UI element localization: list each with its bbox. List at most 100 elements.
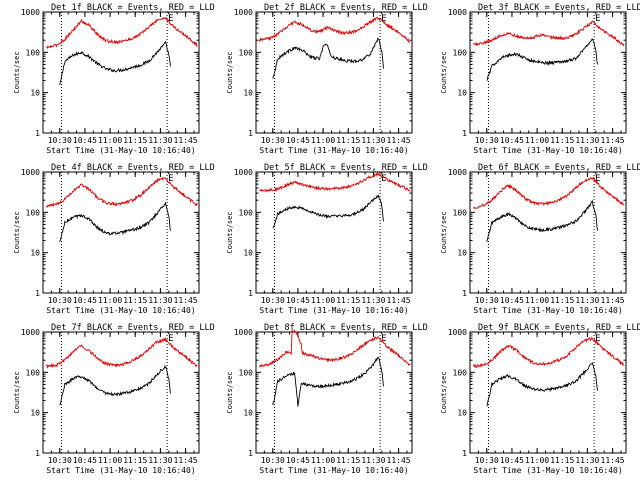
y-axis-label: Counts/sec (226, 371, 234, 413)
plot-frame (42, 171, 200, 294)
x-axis-label: Start Time (31-May-10 10:16:40) (473, 466, 622, 475)
y-axis-label: Counts/sec (226, 211, 234, 253)
x-tick-label: 11:00 (98, 136, 122, 145)
y-tick-label: 100 (453, 48, 468, 57)
y-tick-label: 1 (462, 289, 467, 298)
x-tick-label: 10:45 (286, 136, 310, 145)
x-tick-label: 11:15 (550, 296, 574, 305)
x-tick-label: 11:00 (525, 136, 549, 145)
x-tick-label: 11:15 (550, 456, 574, 465)
series-events-line (486, 200, 598, 242)
marker-label: E (595, 334, 600, 344)
x-tick-label: 10:30 (48, 296, 72, 305)
x-axis-label: Start Time (31-May-10 10:16:40) (259, 466, 408, 475)
series-events-line (486, 361, 598, 407)
x-tick-label: 11:15 (336, 136, 360, 145)
x-tick-label: 11:00 (525, 456, 549, 465)
x-tick-label: 11:15 (123, 296, 147, 305)
y-tick-label: 10 (457, 409, 467, 418)
x-axis-label: Start Time (31-May-10 10:16:40) (473, 146, 622, 155)
x-axis-label: Start Time (31-May-10 10:16:40) (259, 146, 408, 155)
series-events-line (272, 37, 384, 79)
x-tick-label: 11:45 (174, 136, 198, 145)
y-tick-label: 100 (26, 208, 41, 217)
series-events-line (272, 194, 384, 229)
y-tick-label: 100 (239, 48, 254, 57)
x-tick-label: 10:30 (48, 456, 72, 465)
x-tick-label: 11:30 (575, 456, 599, 465)
plot-frame (255, 331, 413, 454)
y-tick-label: 1000 (21, 168, 40, 177)
x-tick-label: 11:00 (98, 456, 122, 465)
x-axis-label: Start Time (31-May-10 10:16:40) (46, 306, 195, 315)
x-tick-label: 11:15 (123, 456, 147, 465)
panel-det-2: Det 2f BLACK = Events, RED = LLD 1 10 100 10… (226, 3, 428, 155)
y-axis-label: Counts/sec (13, 371, 21, 413)
y-tick-label: 1000 (448, 328, 467, 337)
x-tick-label: 11:45 (387, 136, 411, 145)
y-tick-label: 1 (462, 129, 467, 138)
x-tick-label: 11:15 (336, 456, 360, 465)
y-tick-label: 10 (243, 249, 253, 258)
y-tick-label: 1 (248, 449, 253, 458)
x-tick-label: 11:15 (336, 296, 360, 305)
y-axis-label: Counts/sec (440, 371, 448, 413)
series-events-line (59, 40, 171, 86)
y-tick-label: 1000 (234, 328, 253, 337)
y-tick-label: 10 (30, 409, 40, 418)
x-tick-label: 11:30 (361, 456, 385, 465)
plot-frame (42, 331, 200, 454)
x-tick-label: 10:30 (48, 136, 72, 145)
y-tick-label: 100 (239, 208, 254, 217)
plot-frame (469, 11, 627, 134)
y-tick-label: 10 (457, 89, 467, 98)
series-lld-line (473, 20, 625, 47)
panel-det-8: Det 8f BLACK = Events, RED = LLD 1 10 100 10… (226, 323, 428, 475)
y-tick-label: 10 (30, 89, 40, 98)
x-tick-label: 11:00 (311, 296, 335, 305)
plot-frame (469, 331, 627, 454)
x-tick-label: 11:30 (361, 296, 385, 305)
y-tick-label: 10 (243, 409, 253, 418)
y-axis-label: Counts/sec (226, 51, 234, 93)
x-tick-label: 10:30 (261, 456, 285, 465)
y-tick-label: 100 (453, 208, 468, 217)
panel-title: Det 2f BLACK = Events, RED = LLD (264, 3, 428, 13)
series-lld-line (473, 176, 625, 210)
series-lld-line (259, 171, 411, 193)
y-tick-label: 1000 (448, 168, 467, 177)
panel-title: Det 1f BLACK = Events, RED = LLD (51, 3, 215, 13)
x-tick-label: 11:30 (148, 136, 172, 145)
y-axis-label: Counts/sec (13, 51, 21, 93)
x-axis-label: Start Time (31-May-10 10:16:40) (46, 146, 195, 155)
x-axis-label: Start Time (31-May-10 10:16:40) (473, 306, 622, 315)
y-tick-label: 100 (26, 48, 41, 57)
panel-det-4: Det 4f BLACK = Events, RED = LLD 1 10 100 10… (13, 163, 215, 315)
marker-label: E (595, 174, 600, 184)
x-tick-label: 10:45 (73, 456, 97, 465)
marker-label: E (595, 14, 600, 24)
x-tick-label: 11:45 (387, 456, 411, 465)
x-tick-label: 10:30 (475, 456, 499, 465)
y-axis-label: Counts/sec (440, 51, 448, 93)
series-events-line (272, 356, 384, 407)
marker-label: E (381, 14, 386, 24)
marker-label: E (168, 14, 173, 24)
panel-title: Det 9f BLACK = Events, RED = LLD (478, 323, 640, 333)
series-lld-line (259, 329, 411, 368)
panel-det-7: Det 7f BLACK = Events, RED = LLD 1 10 100 10… (13, 323, 215, 475)
x-axis-label: Start Time (31-May-10 10:16:40) (46, 466, 195, 475)
x-tick-label: 10:30 (475, 136, 499, 145)
x-tick-label: 11:45 (601, 296, 625, 305)
y-tick-label: 1 (248, 289, 253, 298)
series-lld-line (45, 177, 198, 208)
x-tick-label: 10:45 (286, 296, 310, 305)
series-lld-line (473, 336, 625, 369)
y-tick-label: 10 (243, 89, 253, 98)
y-tick-label: 1 (35, 449, 40, 458)
plot-frame (255, 171, 413, 294)
panel-title: Det 3f BLACK = Events, RED = LLD (478, 3, 640, 13)
plot-frame (42, 11, 200, 134)
x-tick-label: 10:45 (73, 136, 97, 145)
